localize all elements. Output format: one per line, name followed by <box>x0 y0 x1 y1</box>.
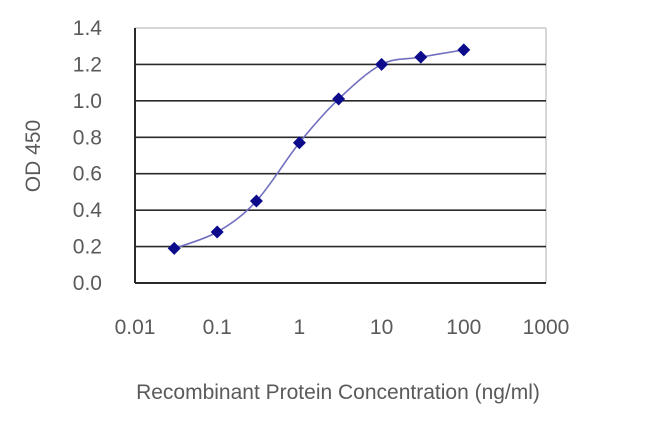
y-tick-label: 0.4 <box>73 199 103 222</box>
x-tick-label: 10 <box>370 316 393 339</box>
y-axis-ticks: 0.0 0.2 0.4 0.6 0.8 1.0 1.2 1.4 <box>73 17 103 295</box>
x-tick-label: 100 <box>446 316 481 339</box>
y-tick-label: 0.2 <box>73 236 102 259</box>
x-axis-ticks: 0.01 0.1 1 10 100 1000 <box>115 316 570 339</box>
y-tick-label: 0.6 <box>73 163 102 186</box>
y-tick-label: 1.4 <box>73 17 103 40</box>
x-axis-label: Recombinant Protein Concentration (ng/ml… <box>136 381 540 404</box>
x-tick-label: 0.01 <box>115 316 156 339</box>
diamond-marker <box>375 57 389 71</box>
plot-area <box>135 27 547 283</box>
x-tick-label: 1 <box>294 316 306 339</box>
diamond-marker <box>249 194 263 208</box>
y-tick-label: 0.8 <box>73 126 102 149</box>
y-tick-label: 1.2 <box>73 53 102 76</box>
y-axis-label: OD 450 <box>22 120 45 192</box>
gridlines <box>134 28 546 284</box>
diamond-marker <box>167 241 181 255</box>
x-tick-label: 1000 <box>523 316 570 339</box>
diamond-marker <box>292 136 306 150</box>
y-tick-label: 1.0 <box>73 90 102 113</box>
x-tick-label: 0.1 <box>203 316 232 339</box>
diamond-marker <box>210 225 224 239</box>
diamond-marker <box>457 43 471 57</box>
series-line <box>173 49 464 250</box>
diamond-marker <box>414 50 428 64</box>
diamond-marker <box>332 92 346 106</box>
data-series <box>167 43 471 255</box>
y-tick-label: 0.0 <box>73 272 102 295</box>
